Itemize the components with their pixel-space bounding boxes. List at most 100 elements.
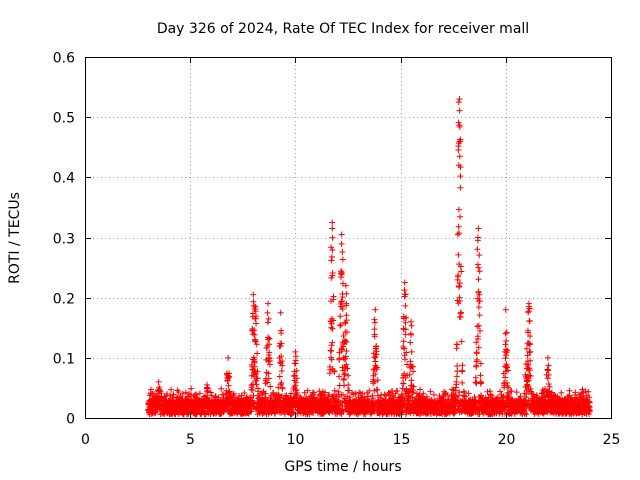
data-point: [545, 388, 552, 395]
data-point: [457, 310, 464, 317]
data-point: [503, 329, 510, 336]
data-point: [586, 399, 593, 406]
data-point: [253, 341, 260, 348]
data-point: [207, 411, 214, 418]
data-point: [337, 313, 344, 320]
data-point: [472, 374, 479, 381]
data-point: [457, 184, 464, 191]
data-point: [427, 388, 434, 395]
data-point: [336, 356, 343, 363]
data-point: [456, 389, 463, 396]
data-point: [475, 289, 482, 296]
data-point: [546, 383, 553, 390]
data-point: [226, 389, 233, 396]
data-point: [338, 231, 345, 238]
data-point: [343, 290, 350, 297]
data-point: [400, 338, 407, 345]
data-point: [260, 389, 267, 396]
data-point: [476, 268, 483, 275]
data-point: [525, 329, 532, 336]
data-point: [454, 362, 461, 369]
data-point: [503, 337, 510, 344]
data-point: [459, 379, 466, 386]
data-point: [278, 330, 285, 337]
data-point: [513, 389, 520, 396]
data-point: [337, 322, 344, 329]
data-point: [372, 306, 379, 313]
data-point: [339, 341, 346, 348]
data-point: [156, 404, 163, 411]
data-point: [328, 347, 335, 354]
data-point: [339, 364, 346, 371]
data-point: [525, 300, 532, 307]
data-point: [458, 268, 465, 275]
data-point: [523, 373, 530, 380]
data-point: [220, 409, 227, 416]
data-point: [572, 397, 579, 404]
data-point: [338, 269, 345, 276]
data-point: [455, 282, 462, 289]
data-point: [168, 386, 175, 393]
data-point: [454, 231, 461, 238]
data-point: [345, 382, 352, 389]
data-point: [293, 367, 300, 374]
data-point: [408, 348, 415, 355]
data-point: [381, 391, 388, 398]
data-point: [454, 341, 461, 348]
data-point: [451, 407, 458, 414]
data-point: [328, 356, 335, 363]
data-point: [264, 319, 271, 326]
data-point: [292, 353, 299, 360]
data-point: [249, 387, 256, 394]
data-point: [342, 353, 349, 360]
data-point: [266, 355, 273, 362]
data-point: [248, 408, 255, 415]
data-point: [155, 387, 162, 394]
data-point: [344, 393, 351, 400]
data-point: [523, 411, 530, 418]
data-point: [167, 392, 174, 399]
data-point: [371, 387, 378, 394]
data-point: [184, 393, 191, 400]
data-point: [408, 382, 415, 389]
data-point: [456, 230, 463, 237]
data-point: [474, 295, 481, 302]
data-point: [473, 349, 480, 356]
data-point: [459, 367, 466, 374]
data-point: [339, 256, 346, 263]
data-point: [329, 366, 336, 373]
data-point: [373, 348, 380, 355]
data-point: [407, 339, 414, 346]
data-point: [525, 361, 532, 368]
data-point: [406, 371, 413, 378]
data-point: [264, 309, 271, 316]
data-point: [341, 337, 348, 344]
data-point: [278, 379, 285, 386]
data-point: [329, 225, 336, 232]
data-point: [297, 394, 304, 401]
data-point: [526, 305, 533, 312]
data-point: [453, 373, 460, 380]
data-point: [469, 410, 476, 417]
data-point: [455, 223, 462, 230]
data-point: [474, 237, 481, 244]
data-point: [225, 354, 232, 361]
data-point: [290, 373, 297, 380]
data-point: [477, 372, 484, 379]
data-point: [508, 395, 515, 402]
data-point: [371, 319, 378, 326]
data-point: [340, 375, 347, 382]
data-point: [292, 382, 299, 389]
data-point: [279, 385, 286, 392]
data-point: [366, 387, 373, 394]
data-point: [329, 246, 336, 253]
data-point: [473, 356, 480, 363]
data-point: [545, 367, 552, 374]
data-point: [374, 386, 381, 393]
grid: [85, 57, 611, 418]
data-point: [378, 391, 385, 398]
data-point: [586, 407, 593, 414]
data-point: [225, 395, 232, 402]
data-point: [328, 324, 335, 331]
data-point: [475, 304, 482, 311]
